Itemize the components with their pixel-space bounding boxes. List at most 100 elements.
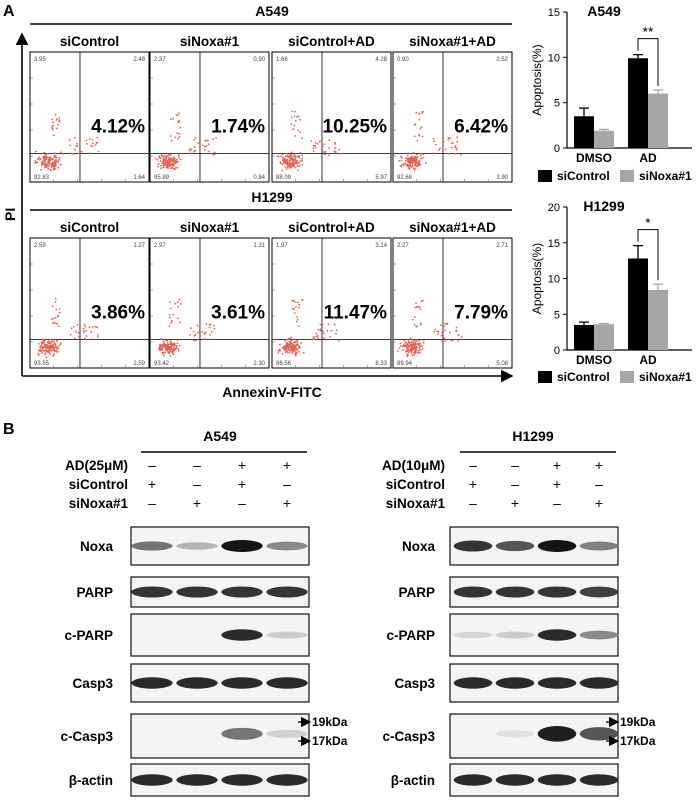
protein-band bbox=[579, 774, 619, 786]
scatter-dot bbox=[286, 341, 288, 344]
y-tick-label: 15 bbox=[548, 238, 560, 250]
scatter-dot bbox=[42, 155, 45, 158]
scatter-dot bbox=[177, 306, 180, 308]
scatter-dot bbox=[456, 140, 459, 143]
scatter-dot bbox=[162, 343, 165, 346]
scatter-dot bbox=[291, 349, 294, 351]
scatter-dot bbox=[51, 124, 54, 127]
scatter-dot bbox=[52, 121, 54, 124]
scatter-dot bbox=[281, 153, 284, 156]
scatter-dot bbox=[173, 346, 175, 348]
scatter-dot bbox=[323, 337, 325, 340]
protein-band bbox=[221, 540, 263, 552]
scatter-dot bbox=[90, 330, 93, 333]
treatment-sign: – bbox=[148, 495, 156, 511]
scatter-dot bbox=[290, 339, 293, 342]
scatter-dot bbox=[178, 157, 181, 159]
scatter-dot bbox=[190, 327, 192, 330]
scatter-dot bbox=[97, 334, 99, 336]
scatter-dot bbox=[290, 116, 293, 119]
scatter-dot bbox=[38, 349, 40, 352]
chart-title: H1299 bbox=[583, 198, 624, 214]
bar-sinoxa1-dmso bbox=[594, 324, 614, 350]
scatter-dot bbox=[40, 162, 43, 164]
quadrant-ur-value: 1.31 bbox=[253, 243, 265, 249]
scatter-dot bbox=[296, 301, 299, 304]
protein-band bbox=[221, 629, 263, 641]
scatter-dot bbox=[299, 118, 302, 121]
treatment-label: siNoxa#1 bbox=[69, 496, 129, 511]
kda-marker-label: 19kDa bbox=[620, 715, 656, 729]
annexin-axis-label: AnnexinV-FITC bbox=[222, 384, 322, 400]
scatter-dot bbox=[297, 165, 299, 167]
scatter-dot bbox=[44, 166, 46, 169]
treatment-sign: + bbox=[148, 476, 156, 492]
scatter-dot bbox=[37, 158, 40, 160]
quadrant-lr-value: 1.64 bbox=[133, 175, 145, 181]
bar-sinoxa1-ad bbox=[648, 289, 668, 350]
scatter-dot bbox=[418, 343, 421, 346]
scatter-dot bbox=[283, 348, 286, 351]
scatter-dot bbox=[170, 164, 173, 166]
protein-band bbox=[579, 677, 619, 689]
scatter-dot bbox=[298, 345, 300, 348]
scatter-dot bbox=[172, 313, 175, 316]
protein-band bbox=[176, 677, 218, 689]
scatter-dot bbox=[41, 163, 44, 166]
scatter-dot bbox=[433, 140, 435, 143]
protein-band bbox=[537, 677, 577, 689]
protein-label: Noxa bbox=[80, 539, 114, 554]
scatter-dot bbox=[301, 164, 304, 166]
scatter-dot bbox=[169, 349, 172, 351]
plot-condition-label: siNoxa#1 bbox=[180, 34, 240, 49]
scatter-dot bbox=[171, 344, 173, 346]
scatter-dot bbox=[173, 156, 176, 159]
scatter-dot bbox=[296, 159, 298, 162]
quadrant-ll-value: 93.42 bbox=[154, 361, 170, 367]
scatter-dot bbox=[284, 162, 287, 165]
scatter-dot bbox=[417, 351, 420, 354]
scatter-dot bbox=[410, 166, 413, 169]
scatter-dot bbox=[51, 126, 53, 129]
scatter-dot bbox=[53, 160, 56, 163]
scatter-dot bbox=[203, 332, 206, 335]
scatter-dot bbox=[288, 163, 291, 166]
scatter-dot bbox=[54, 316, 57, 319]
scatter-dot bbox=[329, 335, 331, 338]
scatter-dot bbox=[294, 349, 297, 352]
scatter-dot bbox=[167, 165, 170, 167]
apoptosis-percent: 10.25% bbox=[323, 117, 388, 138]
flow-cytometry-section: A549 siControl 3.95 2.48 92.83 1.64 4.12% siNox… bbox=[29, 3, 513, 369]
scatter-dot bbox=[437, 333, 440, 335]
scatter-dot bbox=[44, 157, 47, 159]
protein-band bbox=[579, 727, 619, 741]
scatter-dot bbox=[292, 155, 295, 158]
scatter-dot bbox=[296, 115, 298, 118]
legend-swatch bbox=[620, 371, 634, 383]
scatter-dot bbox=[411, 346, 414, 349]
protein-band bbox=[131, 774, 173, 786]
scatter-dot bbox=[416, 156, 419, 159]
scatter-dot bbox=[312, 336, 315, 338]
scatter-dot bbox=[53, 340, 56, 343]
scatter-dot bbox=[162, 164, 165, 167]
scatter-dot bbox=[455, 330, 458, 333]
scatter-dot bbox=[94, 144, 97, 147]
scatter-dot bbox=[294, 135, 297, 137]
scatter-dot bbox=[292, 299, 295, 302]
plot-condition-label: siControl bbox=[60, 220, 119, 235]
scatter-dot bbox=[190, 148, 193, 151]
scatter-dot bbox=[88, 326, 91, 329]
scatter-dot bbox=[189, 149, 192, 152]
scatter-dot bbox=[417, 305, 419, 308]
scatter-dot bbox=[405, 349, 408, 352]
panel-a-letter: A bbox=[3, 3, 15, 20]
treatment-sign: – bbox=[511, 476, 519, 492]
scatter-dot bbox=[172, 162, 175, 165]
scatter-dot bbox=[169, 355, 172, 357]
scatter-dot bbox=[422, 341, 425, 344]
scatter-dot bbox=[165, 156, 168, 158]
scatter-dot bbox=[73, 136, 76, 139]
protein-band bbox=[537, 586, 577, 598]
scatter-dot bbox=[402, 349, 404, 351]
